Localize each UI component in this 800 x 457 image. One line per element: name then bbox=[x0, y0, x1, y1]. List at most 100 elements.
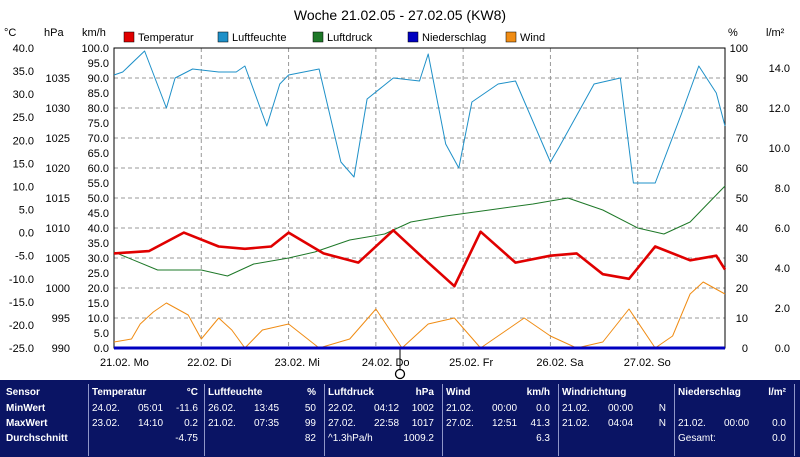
column-separator bbox=[794, 384, 795, 456]
wind-axis-tick: 90.0 bbox=[88, 73, 109, 85]
pressure-axis-tick: 1005 bbox=[46, 253, 70, 265]
legend-label: Temperatur bbox=[138, 32, 194, 44]
column-dir: Windrichtung 21.02. 00:00 N 21.02. 04:04 N bbox=[562, 384, 670, 456]
table-row: 21.02. 04:04 N bbox=[562, 417, 670, 431]
x-axis-label: 21.02. Mo bbox=[100, 357, 149, 369]
humidity-axis-tick: 60 bbox=[736, 163, 748, 175]
wind-axis-tick: 40.0 bbox=[88, 223, 109, 235]
pressure-axis-tick: 1015 bbox=[46, 193, 70, 205]
wind-axis-tick: 95.0 bbox=[88, 58, 109, 70]
table-row: 21.02. 00:00 0.0 bbox=[678, 417, 790, 431]
cell-value: 1017 bbox=[411, 418, 434, 429]
legend-swatch bbox=[312, 31, 324, 43]
legend-swatch bbox=[123, 31, 135, 43]
column-unit: % bbox=[307, 387, 316, 398]
column-unit: km/h bbox=[526, 387, 550, 398]
table-row: MinWert bbox=[6, 403, 46, 414]
column-header: Sensor bbox=[6, 387, 40, 398]
wind-axis-tick: 70.0 bbox=[88, 133, 109, 145]
series-lines bbox=[113, 50, 727, 350]
column-header: Luftdruck hPa bbox=[328, 387, 434, 398]
cell-value: -11.6 bbox=[175, 403, 198, 414]
rain-axis-tick: 8.0 bbox=[775, 183, 790, 195]
table-row: MaxWert bbox=[6, 418, 48, 429]
legend-label: Luftdruck bbox=[327, 32, 373, 44]
wind-axis-tick: 35.0 bbox=[88, 238, 109, 250]
column-header: Niederschlag l/m² bbox=[678, 387, 786, 398]
wind-axis-tick: 5.0 bbox=[94, 328, 109, 340]
legend-label: Niederschlag bbox=[422, 32, 486, 44]
column-separator bbox=[442, 384, 443, 456]
x-axis-label: 22.02. Di bbox=[187, 357, 231, 369]
wind-axis-tick: 65.0 bbox=[88, 148, 109, 160]
x-axis-label: 23.02. Mi bbox=[275, 357, 320, 369]
column-separator bbox=[558, 384, 559, 456]
cell-value: 6.3 bbox=[536, 433, 550, 444]
column-wind: Wind km/h 21.02. 00:00 0.0 27.02. 12:51 41.3 6.3 bbox=[446, 384, 554, 456]
wind-axis-tick: 80.0 bbox=[88, 103, 109, 115]
table-row: 21.02. 00:00 N bbox=[562, 402, 670, 416]
humidity-axis-tick: 40 bbox=[736, 223, 748, 235]
cell-time: 07:35 bbox=[254, 418, 280, 429]
wind-axis-tick: 75.0 bbox=[88, 118, 109, 130]
series-line-wind bbox=[113, 281, 726, 349]
x-axis-label: 26.02. Sa bbox=[536, 357, 584, 369]
table-row: -4.75 bbox=[92, 432, 202, 446]
cell-value: 1009.2 bbox=[403, 433, 434, 444]
humidity-axis-tick: 0 bbox=[742, 343, 748, 355]
rain-axis-tick: 10.0 bbox=[769, 143, 790, 155]
column-hum: Luftfeuchte% 26.02. 13:45 50 21.02. 07:35 99 82 bbox=[208, 384, 320, 456]
cell-time: 04:12 bbox=[374, 403, 400, 414]
humidity-axis-tick: 70 bbox=[736, 133, 748, 145]
rain-axis-tick: 4.0 bbox=[775, 263, 790, 275]
humidity-unit: % bbox=[728, 27, 738, 39]
wind-axis-tick: 25.0 bbox=[88, 268, 109, 280]
column-unit: °C bbox=[186, 387, 198, 398]
temp-axis-tick: 10.0 bbox=[13, 181, 34, 193]
column-unit: l/m² bbox=[768, 387, 786, 398]
table-row: 21.02. 07:35 99 bbox=[208, 417, 320, 431]
series-line-temperatur bbox=[113, 229, 727, 288]
temp-axis-tick: -10.0 bbox=[9, 274, 34, 286]
cell-date: 21.02. bbox=[446, 403, 474, 414]
cell-date: 22.02. bbox=[328, 403, 356, 414]
cell-date: 24.02. bbox=[92, 403, 120, 414]
x-axis-label: 27.02. So bbox=[624, 357, 671, 369]
cell-value: 0.0 bbox=[772, 418, 786, 429]
wind-axis-tick: 30.0 bbox=[88, 253, 109, 265]
column-unit: hPa bbox=[415, 387, 434, 398]
cell-value: 41.3 bbox=[530, 418, 550, 429]
cell-time: 00:00 bbox=[608, 403, 634, 414]
cell-time: 13:45 bbox=[254, 403, 280, 414]
cell-time: 00:00 bbox=[492, 403, 518, 414]
temp-axis-tick: 0.0 bbox=[19, 228, 34, 240]
cell-value: 50 bbox=[304, 403, 316, 414]
table-row: 24.02. 05:01 -11.6 bbox=[92, 402, 202, 416]
cell-date: 21.02. bbox=[562, 403, 590, 414]
column-sensor: Sensor MinWert MaxWert Durchschnitt bbox=[6, 384, 90, 456]
pressure-axis-tick: 1025 bbox=[46, 133, 70, 145]
humidity-axis-tick: 10 bbox=[736, 313, 748, 325]
current-time-marker bbox=[394, 368, 406, 380]
weather-chart: Woche 21.02.05 - 27.02.05 (KW8) Temperat… bbox=[4, 7, 790, 380]
cell-value: N bbox=[658, 403, 666, 414]
table-row: 23.02. 14:10 0.2 bbox=[92, 417, 202, 431]
x-axis-label: 24.02. Do bbox=[362, 357, 410, 369]
wind-axis-tick: 0.0 bbox=[94, 343, 109, 355]
cell-time: 05:01 bbox=[138, 403, 164, 414]
table-row: Gesamt: 0.0 bbox=[678, 432, 790, 446]
wind-axis-tick: 100.0 bbox=[81, 43, 109, 55]
pressure-axis-tick: 1000 bbox=[46, 283, 70, 295]
legend-label: Wind bbox=[520, 32, 545, 44]
table-row: 22.02. 04:12 1002 bbox=[328, 402, 438, 416]
rain-axis-tick: 2.0 bbox=[775, 303, 790, 315]
series-line-luftfeuchte bbox=[113, 50, 726, 184]
column-press: Luftdruck hPa 22.02. 04:12 1002 27.02. 22:58 10… bbox=[328, 384, 438, 456]
temp-axis-tick: 30.0 bbox=[13, 89, 34, 101]
column-header: Windrichtung bbox=[562, 387, 627, 398]
cell-date: Gesamt: bbox=[678, 433, 716, 444]
humidity-axis-tick: 100 bbox=[730, 43, 748, 55]
rain-axis-tick: 6.0 bbox=[775, 223, 790, 235]
cell-date: 21.02. bbox=[678, 418, 706, 429]
temp-axis-tick: -5.0 bbox=[15, 251, 34, 263]
